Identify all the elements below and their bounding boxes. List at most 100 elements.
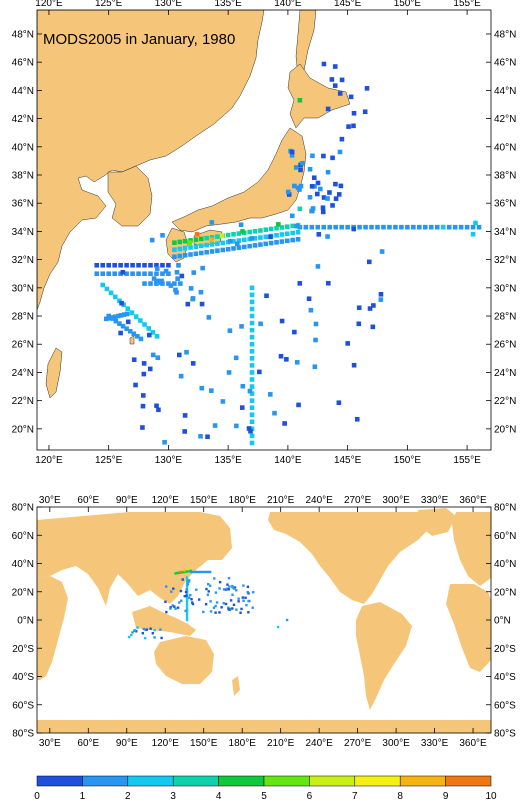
- global-obs-cell: [185, 618, 189, 622]
- obs-cell: [264, 293, 269, 299]
- obs-cell: [209, 242, 215, 247]
- obs-cell: [247, 243, 252, 249]
- colorbar-swatch: [172, 775, 219, 787]
- global-lon-label-bottom: 90°E: [116, 738, 138, 749]
- europe-wrap-land: [452, 512, 491, 586]
- obs-cell: [178, 281, 183, 286]
- global-obs-cell: [231, 584, 234, 588]
- obs-cell: [258, 235, 263, 240]
- global-obs-cell: [185, 603, 189, 607]
- obs-cell: [325, 234, 330, 239]
- obs-cell: [345, 224, 350, 230]
- global-obs-cell: [165, 610, 168, 614]
- obs-cell: [146, 332, 152, 338]
- asia-mainland-land: [37, 10, 265, 311]
- global-obs-cell: [202, 610, 205, 614]
- obs-cell: [112, 294, 118, 300]
- obs-cell: [130, 271, 135, 277]
- obs-cell: [327, 190, 332, 195]
- obs-cell: [332, 83, 338, 88]
- global-lon-label-bottom: 360°E: [459, 738, 487, 749]
- global-obs-cell: [179, 570, 182, 574]
- obs-cell: [285, 189, 291, 195]
- obs-cell: [238, 222, 244, 228]
- obs-cell: [249, 327, 255, 333]
- obs-cell: [249, 419, 255, 425]
- obs-cell: [112, 271, 117, 277]
- obs-cell: [136, 271, 141, 277]
- obs-cell: [209, 237, 214, 243]
- obs-cell: [174, 290, 179, 295]
- obs-cell: [369, 224, 374, 230]
- obs-cell: [119, 300, 124, 306]
- obs-cell: [326, 280, 331, 286]
- obs-cell: [166, 262, 171, 268]
- obs-cell: [307, 166, 313, 172]
- regional-lat-label-right: 20°N: [494, 424, 516, 435]
- obs-cell: [354, 416, 360, 422]
- regional-lat-label-left: 36°N: [12, 199, 34, 210]
- regional-map-ticks: 120°E 120°E 125°E 125°E 130°E 130°E 135°E 135°E…: [12, 0, 517, 466]
- obs-cell: [290, 237, 295, 243]
- obs-cell: [184, 349, 189, 355]
- global-obs-cell: [127, 635, 131, 639]
- regional-lon-label-bottom: 120°E: [35, 455, 63, 466]
- regional-lon-label-bottom: 140°E: [274, 455, 302, 466]
- global-lat-label-left: 40°S: [12, 672, 34, 683]
- global-obs-cell: [169, 606, 172, 609]
- regional-lat-label-right: 24°N: [494, 368, 516, 379]
- colorbar-label: 10: [485, 791, 497, 802]
- obs-cell: [393, 224, 398, 230]
- obs-cell: [175, 276, 180, 281]
- obs-cell: [146, 326, 152, 331]
- obs-cell: [268, 240, 274, 246]
- obs-cell: [379, 249, 385, 254]
- global-obs-cell: [187, 567, 190, 571]
- colorbar-label: 0: [34, 791, 40, 802]
- obs-cell: [193, 237, 199, 242]
- global-lon-label-top: 60°E: [77, 495, 99, 506]
- obs-cell: [174, 269, 180, 275]
- obs-cell: [142, 271, 147, 277]
- obs-cell: [148, 262, 153, 268]
- global-obs-cell: [197, 598, 201, 601]
- global-obs-cell: [185, 594, 188, 597]
- global-obs-cell: [172, 587, 175, 590]
- regional-lon-label-top: 125°E: [95, 0, 123, 9]
- obs-cell: [141, 361, 147, 366]
- obs-cell: [191, 270, 197, 275]
- obs-cell: [118, 330, 123, 336]
- obs-cell: [129, 310, 135, 315]
- global-obs-cell: [169, 607, 172, 610]
- obs-cell: [378, 297, 384, 302]
- okinawa-land: [129, 335, 135, 345]
- global-obs-cell: [222, 602, 225, 605]
- obs-cell: [241, 244, 247, 250]
- regional-lat-label-right: 46°N: [494, 58, 516, 69]
- obs-cell: [315, 264, 321, 269]
- global-obs-cell: [242, 584, 245, 587]
- global-obs-cell: [205, 587, 208, 591]
- obs-cell: [187, 240, 193, 245]
- global-obs-cell: [231, 593, 234, 597]
- obs-cell: [219, 233, 225, 238]
- obs-cell: [428, 224, 434, 230]
- global-lon-label-bottom: 60°E: [77, 738, 99, 749]
- global-obs-cell: [149, 627, 152, 630]
- regional-lat-label-left: 34°N: [12, 227, 34, 238]
- obs-cell: [112, 262, 117, 268]
- global-obs-cell: [235, 608, 238, 611]
- obs-cell: [168, 283, 174, 288]
- obs-cell: [381, 224, 386, 230]
- obs-cell: [204, 235, 209, 241]
- obs-cell: [142, 281, 147, 286]
- obs-cell: [339, 224, 344, 230]
- global-obs-cell: [185, 614, 189, 617]
- global-obs-cell: [205, 570, 208, 574]
- global-obs-cell: [151, 632, 154, 635]
- obs-cell: [290, 223, 295, 229]
- global-obs-cell: [174, 607, 177, 610]
- obs-cell: [249, 370, 255, 375]
- colorbar-swatch: [309, 775, 356, 787]
- regional-lon-label-top: 155°E: [453, 0, 481, 9]
